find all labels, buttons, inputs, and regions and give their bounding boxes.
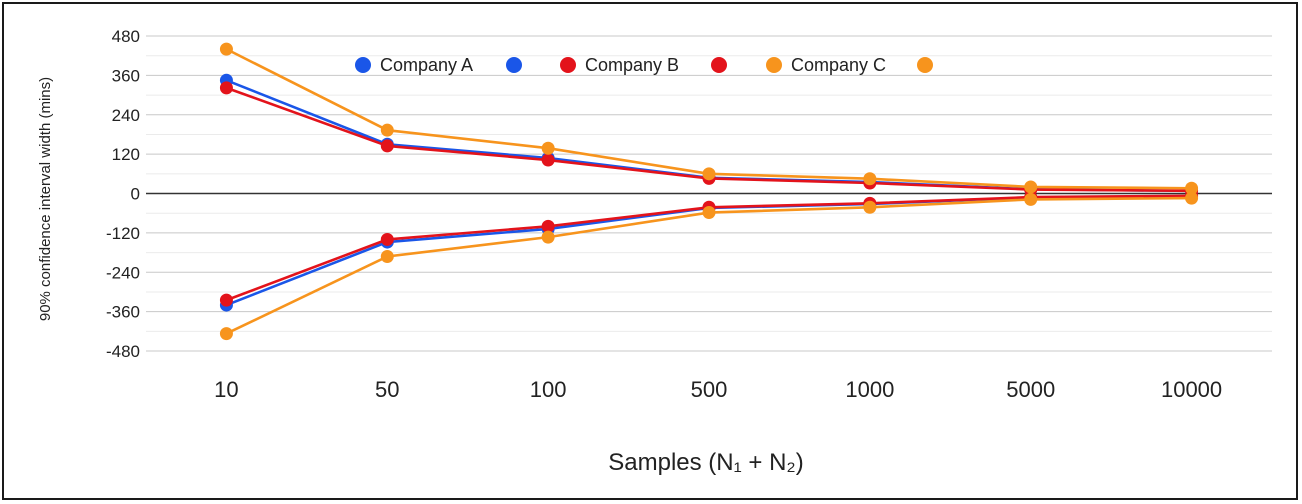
- data-point: [1024, 192, 1038, 206]
- y-axis-title: 90% confidence interval width (mins): [37, 77, 54, 321]
- y-tick-label: -360: [106, 303, 140, 322]
- data-point: [1185, 191, 1199, 205]
- legend-marker: [711, 57, 727, 73]
- data-point: [219, 81, 233, 95]
- y-tick-label: -240: [106, 263, 140, 282]
- data-point: [380, 232, 394, 246]
- series: [219, 42, 1199, 341]
- x-tick-label: 1000: [845, 377, 894, 402]
- series-company-c: [219, 42, 1199, 341]
- x-tick-label: 100: [530, 377, 567, 402]
- legend: Company A Company B Company C: [355, 55, 933, 75]
- legend-marker: [506, 57, 522, 73]
- data-point: [541, 141, 555, 155]
- x-axis-ticks: 10 50 100 500 1000 5000 10000: [214, 377, 1222, 402]
- legend-label: Company C: [791, 55, 886, 75]
- y-tick-label: 480: [112, 27, 140, 46]
- legend-label: Company B: [585, 55, 679, 75]
- legend-marker: [917, 57, 933, 73]
- data-point: [541, 153, 555, 167]
- data-point: [702, 206, 716, 220]
- data-point: [702, 167, 716, 181]
- data-point: [1024, 180, 1038, 194]
- y-tick-label: -120: [106, 224, 140, 243]
- y-tick-label: 360: [112, 66, 140, 85]
- data-point: [380, 123, 394, 137]
- x-axis-title: Samples (N₁ + N₂): [608, 449, 803, 476]
- y-axis-ticks: -480 -360 -240 -120 0 120 240 360 480: [106, 27, 140, 361]
- data-point: [219, 42, 233, 56]
- legend-item: Company A: [355, 55, 522, 75]
- data-point: [541, 230, 555, 244]
- y-tick-label: -480: [106, 342, 140, 361]
- x-tick-label: 10000: [1161, 377, 1222, 402]
- y-tick-label: 120: [112, 145, 140, 164]
- legend-label: Company A: [380, 55, 473, 75]
- legend-item: Company C: [766, 55, 933, 75]
- grid: [146, 35, 1272, 352]
- x-tick-label: 500: [691, 377, 728, 402]
- legend-marker: [355, 57, 371, 73]
- x-tick-label: 10: [214, 377, 238, 402]
- data-point: [219, 327, 233, 341]
- y-tick-label: 240: [112, 106, 140, 125]
- data-point: [1185, 181, 1199, 195]
- legend-marker: [560, 57, 576, 73]
- legend-item: Company B: [560, 55, 727, 75]
- data-point: [380, 139, 394, 153]
- y-tick-label: 0: [131, 185, 140, 204]
- x-tick-label: 50: [375, 377, 399, 402]
- chart: -480 -360 -240 -120 0 120 240 360 480 10 50 100 500…: [37, 27, 1272, 476]
- data-point: [219, 293, 233, 307]
- data-point: [863, 172, 877, 186]
- x-tick-label: 5000: [1006, 377, 1055, 402]
- legend-marker: [766, 57, 782, 73]
- data-point: [380, 250, 394, 263]
- series-company-a: [219, 73, 1199, 312]
- data-point: [541, 219, 555, 233]
- data-point: [863, 200, 877, 214]
